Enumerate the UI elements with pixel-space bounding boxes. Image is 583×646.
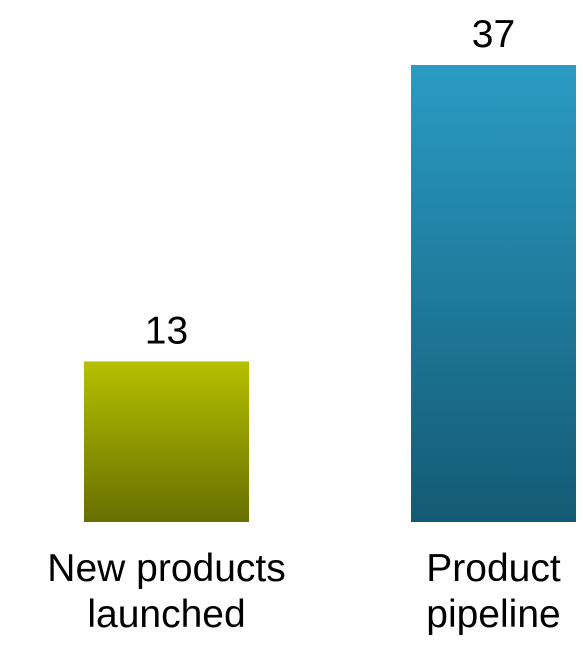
category-label-2-line-1: Product — [426, 547, 561, 590]
category-label-1-line-2: launched — [87, 593, 245, 636]
bar-1 — [84, 361, 249, 522]
bar-value-label-1: 13 — [145, 309, 188, 352]
bar-2 — [411, 65, 576, 522]
category-label-1-line-1: New products — [47, 547, 285, 590]
category-label-2-line-2: pipeline — [426, 593, 560, 636]
bars-layer — [84, 65, 576, 522]
value-labels: 13 37 — [145, 13, 515, 352]
bar-value-label-2: 37 — [472, 13, 515, 56]
